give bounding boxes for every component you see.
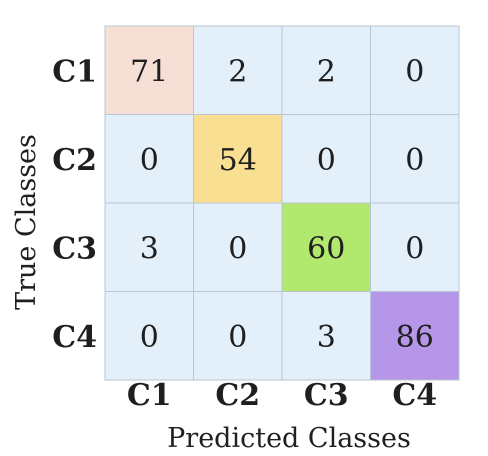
cell-value-label: 0	[228, 320, 247, 355]
y-tick-label: C4	[52, 320, 97, 355]
matrix-cell-c4-c1	[104, 291, 194, 381]
y-axis-ticks: C1 C2 C3 C4	[52, 54, 97, 355]
cell-value-label: 60	[307, 231, 345, 266]
cell-value-label: 0	[405, 231, 424, 266]
matrix-cell-c2-c2	[193, 114, 283, 204]
x-tick-label: C1	[127, 378, 172, 413]
cell-value-label: 71	[130, 54, 168, 89]
y-tick-label: C1	[52, 54, 97, 89]
matrix-cell-c1-c2	[193, 25, 283, 115]
matrix-cell-c3-c4	[370, 202, 460, 292]
matrix-cell-c4-c4	[370, 291, 460, 381]
matrix-cell-c1-c1	[104, 25, 194, 115]
matrix-cell-c1-c4	[370, 25, 460, 115]
matrix-cell-c2-c4	[370, 114, 460, 204]
x-tick-label: C3	[304, 378, 349, 413]
matrix-cells	[104, 25, 460, 381]
cell-value-label: 3	[317, 320, 336, 355]
y-axis-label: True Classes	[11, 134, 42, 310]
x-tick-label: C4	[392, 378, 437, 413]
matrix-cell-c3-c2	[193, 202, 283, 292]
cell-value-label: 2	[228, 54, 247, 89]
cell-value-label: 0	[228, 231, 247, 266]
y-tick-label: C3	[52, 231, 97, 266]
matrix-cell-c4-c2	[193, 291, 283, 381]
cell-value-label: 0	[140, 143, 159, 178]
cell-value-label: 54	[219, 143, 257, 178]
matrix-value-labels: 71 2 2 00 54 0 03 0 60 00 0 3 86	[130, 54, 434, 355]
y-tick-label: C2	[52, 143, 97, 178]
cell-value-label: 0	[405, 54, 424, 89]
x-axis-ticks: C1 C2 C3 C4	[127, 378, 437, 413]
cell-value-label: 0	[317, 143, 336, 178]
cell-value-label: 0	[405, 143, 424, 178]
x-axis-label: Predicted Classes	[167, 423, 411, 454]
matrix-cell-c2-c1	[104, 114, 194, 204]
matrix-cell-c4-c3	[281, 291, 371, 381]
matrix-cell-c1-c3	[281, 25, 371, 115]
cell-value-label: 0	[140, 320, 159, 355]
x-tick-label: C2	[215, 378, 260, 413]
cell-value-label: 2	[317, 54, 336, 89]
cell-value-label: 86	[396, 320, 434, 355]
cell-value-label: 3	[140, 231, 159, 266]
